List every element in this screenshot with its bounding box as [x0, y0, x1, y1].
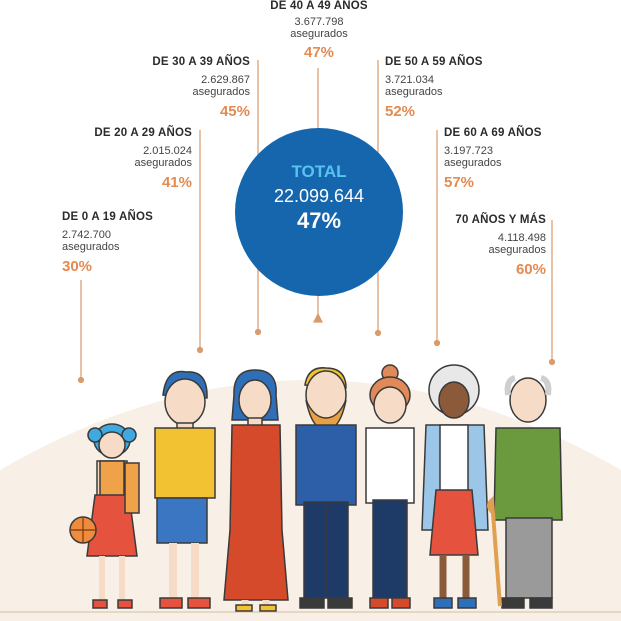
leader-dot-60-69 — [433, 339, 441, 347]
age-range-label: DE 40 A 49 AÑOS — [270, 0, 368, 12]
insured-count: 2.742.700 — [62, 229, 111, 241]
insured-count: 3.197.723 — [444, 145, 493, 157]
insured-unit: asegurados — [192, 86, 251, 98]
coverage-percent: 30% — [62, 258, 93, 275]
young-man-icon — [154, 370, 216, 609]
age-group-30-39: DE 30 A 39 AÑOS 2.629.867 asegurados 45% — [128, 56, 250, 120]
age-range-label: DE 50 A 59 AÑOS — [385, 56, 483, 68]
young-woman-icon — [223, 369, 289, 612]
insured-count: 3.721.034 — [385, 74, 434, 86]
insured-count: 2.015.024 — [143, 145, 192, 157]
age-group-0-19: DE 0 A 19 AÑOS 2.742.700 asegurados 30% — [62, 211, 184, 275]
leader-dot-30-39 — [254, 328, 262, 336]
age-group-60-69: DE 60 A 69 AÑOS 3.197.723 asegurados 57% — [444, 127, 569, 191]
total-label: TOTAL — [291, 162, 347, 181]
age-range-label: DE 0 A 19 AÑOS — [62, 211, 153, 223]
age-range-label: 70 AÑOS Y MÁS — [455, 214, 546, 226]
insured-count: 3.677.798 — [294, 16, 344, 28]
leader-arrow-40-49 — [313, 312, 323, 323]
coverage-percent: 52% — [385, 103, 416, 120]
total-circle: TOTAL 22.099.644 47% — [235, 128, 403, 296]
insured-unit: asegurados — [444, 157, 502, 169]
girl-with-ball-icon — [69, 423, 140, 609]
man-in-suit-icon — [295, 367, 357, 609]
insured-unit: asegurados — [62, 241, 120, 253]
age-group-40-49: DE 40 A 49 AÑOS 3.677.798 asegurados 47% — [258, 0, 380, 61]
leader-dot-0-19 — [77, 376, 85, 384]
leader-dot-20-29 — [196, 346, 204, 354]
insured-count: 2.629.867 — [201, 74, 250, 86]
coverage-percent: 57% — [444, 174, 475, 191]
coverage-percent: 60% — [515, 261, 546, 278]
senior-man-with-cane-icon — [487, 375, 563, 609]
leader-dot-70-plus — [548, 358, 556, 366]
insured-unit: asegurados — [488, 244, 547, 256]
insured-unit: asegurados — [134, 157, 193, 169]
coverage-percent: 47% — [303, 44, 335, 61]
total-percent: 47% — [296, 208, 342, 233]
age-range-label: DE 30 A 39 AÑOS — [152, 56, 250, 68]
age-range-label: DE 20 A 29 AÑOS — [94, 127, 192, 139]
senior-woman-icon — [421, 364, 489, 609]
age-group-50-59: DE 50 A 59 AÑOS 3.721.034 asegurados 52% — [385, 56, 510, 120]
coverage-percent: 45% — [219, 103, 250, 120]
leader-dot-50-59 — [374, 329, 382, 337]
insured-count: 4.118.498 — [497, 232, 546, 244]
insured-unit: asegurados — [290, 28, 348, 40]
age-group-70-plus: 70 AÑOS Y MÁS 4.118.498 asegurados 60% — [440, 214, 546, 278]
age-group-20-29: DE 20 A 29 AÑOS 2.015.024 asegurados 41% — [72, 127, 192, 191]
coverage-percent: 41% — [161, 174, 192, 191]
total-count: 22.099.644 — [273, 186, 365, 206]
age-range-label: DE 60 A 69 AÑOS — [444, 127, 542, 139]
woman-with-glasses-icon — [365, 364, 415, 609]
insured-unit: asegurados — [385, 86, 443, 98]
